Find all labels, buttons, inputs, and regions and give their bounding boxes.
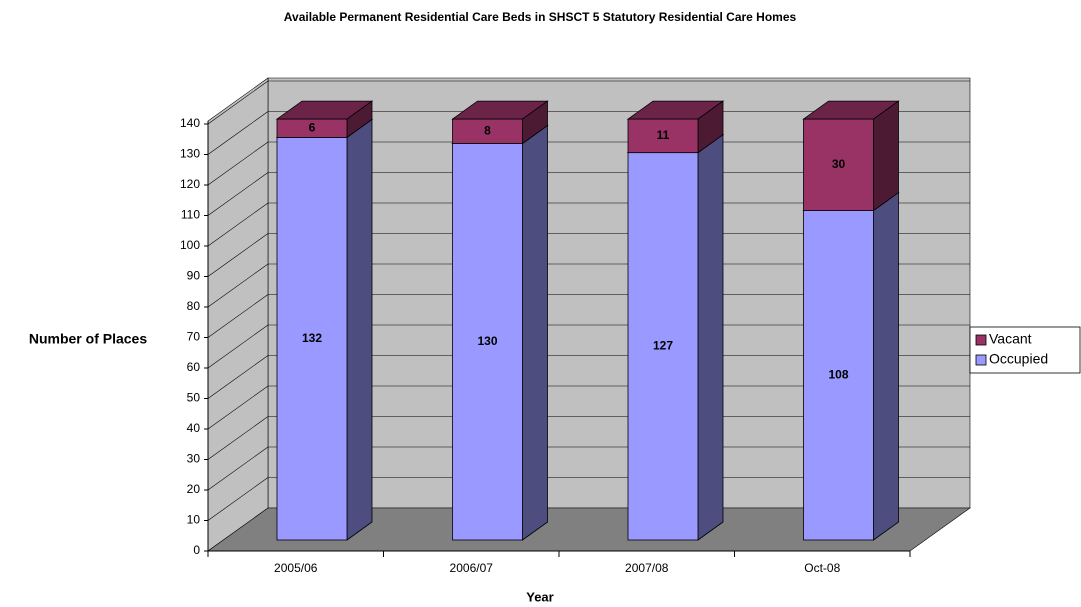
grid-line — [207, 294, 269, 338]
y-tick-label: 50 — [187, 391, 201, 405]
y-tick-label: 10 — [187, 513, 201, 527]
grid-line — [207, 202, 269, 247]
data-label: 132 — [302, 331, 322, 345]
chart-title: Available Permanent Residential Care Bed… — [284, 10, 797, 24]
grid-line — [207, 416, 269, 460]
x-tick-label: Oct-08 — [804, 561, 840, 575]
x-tick-label: 2006/07 — [450, 561, 494, 575]
bar-side — [873, 100, 899, 212]
side-wall — [207, 77, 269, 552]
legend-label: Vacant — [989, 331, 1032, 347]
y-tick-label: 90 — [187, 269, 201, 283]
y-tick-label: 60 — [187, 360, 201, 374]
y-axis-label: Number of Places — [29, 331, 147, 347]
data-label: 130 — [477, 334, 497, 348]
grid-line — [207, 477, 269, 521]
bar-side — [522, 124, 548, 541]
y-tick-label: 30 — [187, 452, 201, 466]
y-tick-label: 40 — [187, 421, 201, 435]
legend-swatch — [975, 354, 987, 366]
bar — [803, 210, 874, 541]
y-tick-label: 110 — [181, 208, 200, 222]
grid-line — [207, 446, 269, 491]
bar — [627, 152, 699, 541]
grid-line — [207, 172, 269, 216]
y-tick-label: 70 — [187, 330, 201, 344]
bar — [452, 118, 523, 144]
y-tick-label: 120 — [180, 177, 200, 191]
x-axis-label: Year — [526, 589, 553, 604]
grid-line — [207, 111, 269, 155]
bar-side — [346, 118, 373, 541]
x-tick-label: 2005/06 — [274, 561, 318, 575]
legend-box — [969, 326, 1081, 374]
y-tick-label: 80 — [187, 299, 201, 313]
grid-line — [207, 385, 269, 430]
bar-side — [697, 133, 724, 541]
grid-line — [207, 263, 269, 308]
data-label: 127 — [653, 338, 673, 352]
legend-label: Occupied — [989, 351, 1048, 367]
y-tick-label: 100 — [180, 238, 200, 252]
bar — [803, 118, 874, 211]
y-tick-label: 20 — [187, 482, 201, 496]
bar — [627, 118, 699, 154]
grid-line — [207, 324, 269, 369]
y-tick-label: 140 — [180, 116, 200, 130]
data-label: 11 — [657, 128, 670, 142]
y-tick-label: 0 — [193, 543, 200, 557]
grid-line — [207, 233, 269, 277]
data-label: 30 — [832, 157, 846, 171]
data-label: 8 — [484, 123, 491, 137]
bar-side — [873, 191, 899, 541]
y-tick-label: 130 — [180, 147, 200, 161]
legend-swatch — [975, 334, 987, 346]
bar — [276, 136, 348, 541]
grid-line — [207, 141, 269, 186]
grid-line — [207, 355, 269, 399]
grid-line — [207, 80, 269, 125]
data-label: 6 — [309, 120, 316, 134]
data-label: 108 — [828, 367, 848, 381]
bar — [452, 143, 523, 541]
x-tick-label: 2007/08 — [625, 561, 669, 575]
bar — [276, 118, 348, 138]
